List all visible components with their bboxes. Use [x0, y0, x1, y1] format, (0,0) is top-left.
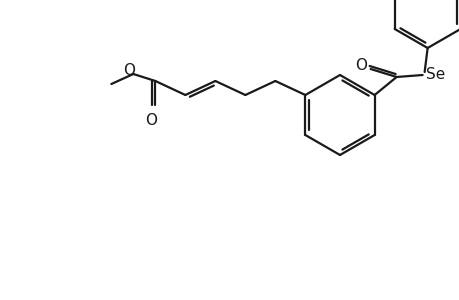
- Text: O: O: [354, 58, 366, 73]
- Text: O: O: [123, 62, 135, 77]
- Text: O: O: [145, 113, 157, 128]
- Text: Se: Se: [425, 67, 444, 82]
